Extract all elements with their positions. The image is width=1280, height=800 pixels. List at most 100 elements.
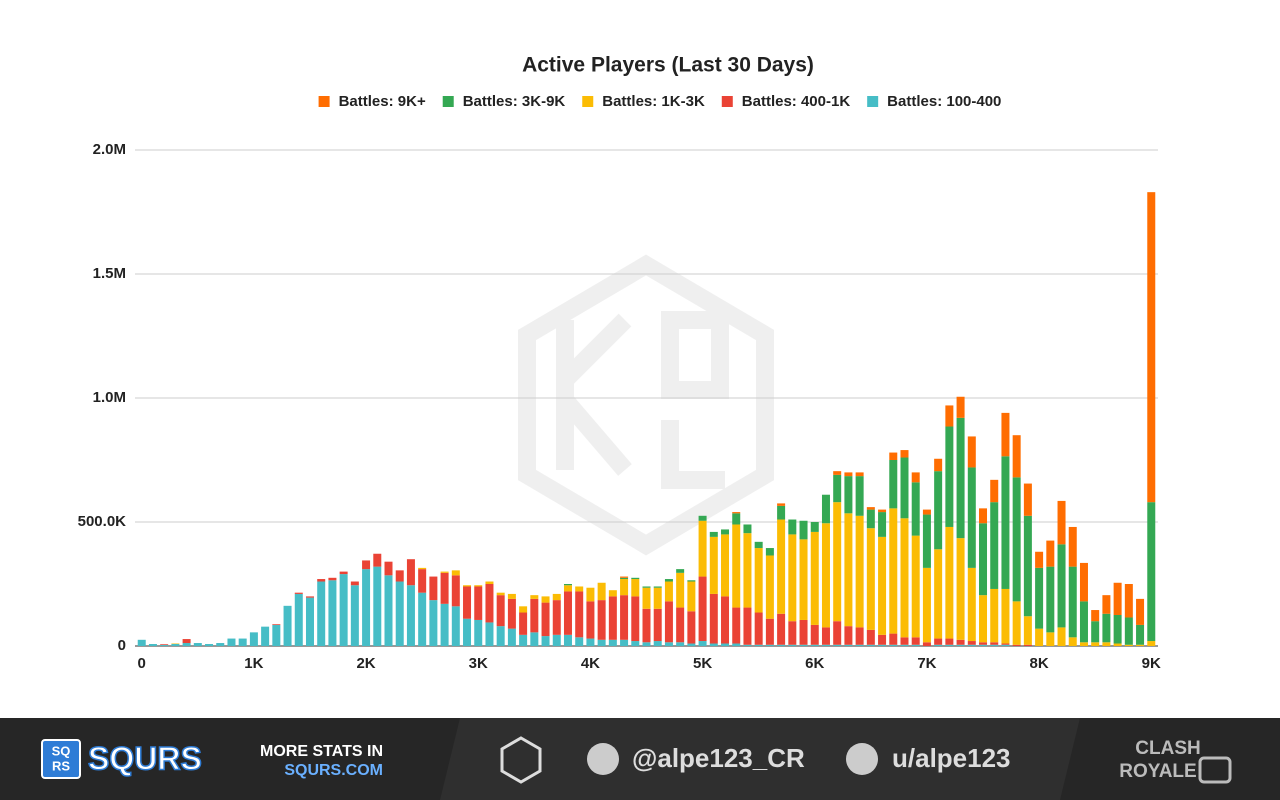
bar-segment (945, 638, 954, 645)
bar-segment (272, 624, 281, 625)
bar-segment (709, 531, 718, 537)
logo-letters: RS (52, 758, 70, 773)
bar-segment (934, 458, 943, 472)
x-tick-label: 6K (805, 655, 824, 672)
bar-segment (799, 644, 808, 646)
bar-segment (979, 508, 988, 524)
bar-segment (855, 515, 864, 628)
bar-segment (474, 619, 483, 646)
bar-segment (384, 561, 393, 576)
legend-item: Battles: 400-1K (721, 93, 850, 110)
bar-segment (440, 603, 449, 646)
bar-segment (519, 606, 528, 613)
bar-segment (967, 436, 976, 468)
logo-letters: SQ (52, 743, 71, 758)
x-tick-label: 7K (917, 655, 936, 672)
bar-segment (945, 426, 954, 527)
bar-segment (743, 524, 752, 534)
bar-segment (317, 579, 326, 582)
bar-segment (305, 597, 314, 646)
legend-swatch (442, 96, 454, 107)
bar-segment (294, 592, 303, 594)
bar-segment (575, 591, 584, 638)
bar-segment (1035, 628, 1044, 646)
bar-segment (698, 641, 707, 646)
bar-segment (474, 585, 483, 587)
bar-segment (440, 572, 449, 604)
bar-segment (395, 581, 404, 646)
bar-segment (552, 634, 561, 646)
bar-segment (238, 638, 247, 646)
bar-segment (642, 608, 651, 643)
bar-segment (451, 575, 460, 607)
bar-segment (810, 624, 819, 645)
bar-segment (1001, 644, 1010, 646)
bar-segment (137, 639, 146, 646)
bar-segment (1147, 502, 1156, 642)
bar-segment (1012, 601, 1021, 645)
bar-segment (283, 605, 292, 646)
bar-segment (1046, 540, 1055, 567)
bar-segment (855, 472, 864, 477)
bar-segment (754, 541, 763, 549)
bar-segment (833, 474, 842, 503)
bar-segment (743, 533, 752, 608)
bar-segment (653, 587, 662, 609)
bar-segment (485, 581, 494, 584)
reddit: u/alpe123 (892, 743, 1011, 773)
bar-segment (833, 471, 842, 475)
bar-segment (429, 576, 438, 601)
bar-segment (642, 587, 651, 609)
bar-segment (1079, 601, 1088, 643)
site: SQURS.COM (284, 762, 383, 779)
legend-item: Battles: 100-400 (867, 93, 1001, 110)
bar-segment (631, 577, 640, 580)
bar-segment (496, 626, 505, 646)
bar-segment (463, 585, 472, 587)
bar-segment (732, 512, 741, 514)
bar-segment (844, 476, 853, 514)
bar-segment (664, 601, 673, 643)
bar-segment (855, 627, 864, 645)
bar-segment (709, 593, 718, 644)
bar-segment (1046, 632, 1055, 646)
bar-segment (631, 641, 640, 646)
bar-segment (350, 581, 359, 586)
bar-segment (934, 638, 943, 645)
bar-segment (911, 535, 920, 638)
bar-segment (990, 502, 999, 589)
bar-segment (1046, 566, 1055, 633)
x-tick-label: 2K (356, 655, 375, 672)
bar-segment (507, 628, 516, 646)
bar-segment (1091, 610, 1100, 622)
bar-segment (967, 467, 976, 568)
bar-segment (709, 643, 718, 646)
bar-segment (900, 450, 909, 458)
bar-segment (1068, 637, 1077, 646)
bar-segment (1113, 615, 1122, 644)
bar-segment (990, 644, 999, 646)
bar-segment (889, 644, 898, 646)
bar-segment (1001, 588, 1010, 644)
bar-segment (878, 536, 887, 635)
bar-segment (485, 584, 494, 623)
game-logo: ROYALE (1119, 761, 1196, 782)
bar-segment (754, 548, 763, 613)
bar-segment (653, 641, 662, 646)
bar-segment (866, 507, 875, 510)
bar-segment (1124, 617, 1133, 645)
bar-segment (1136, 598, 1145, 625)
crown-icon (1198, 756, 1232, 784)
bar-segment (922, 642, 931, 646)
legend-label: Battles: 3K-9K (463, 93, 566, 110)
bar-segment (586, 587, 595, 602)
bar-segment (788, 534, 797, 622)
bar-segment (205, 644, 214, 646)
bar-segment (541, 636, 550, 646)
bar-segment (1124, 644, 1133, 646)
bar-segment (1057, 544, 1066, 628)
bar-segment (945, 526, 954, 639)
x-tick-label: 0 (138, 655, 146, 672)
bar-segment (1113, 643, 1122, 646)
legend-swatch (582, 96, 594, 107)
